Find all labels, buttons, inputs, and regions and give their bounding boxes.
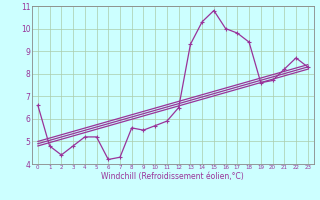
- X-axis label: Windchill (Refroidissement éolien,°C): Windchill (Refroidissement éolien,°C): [101, 172, 244, 181]
